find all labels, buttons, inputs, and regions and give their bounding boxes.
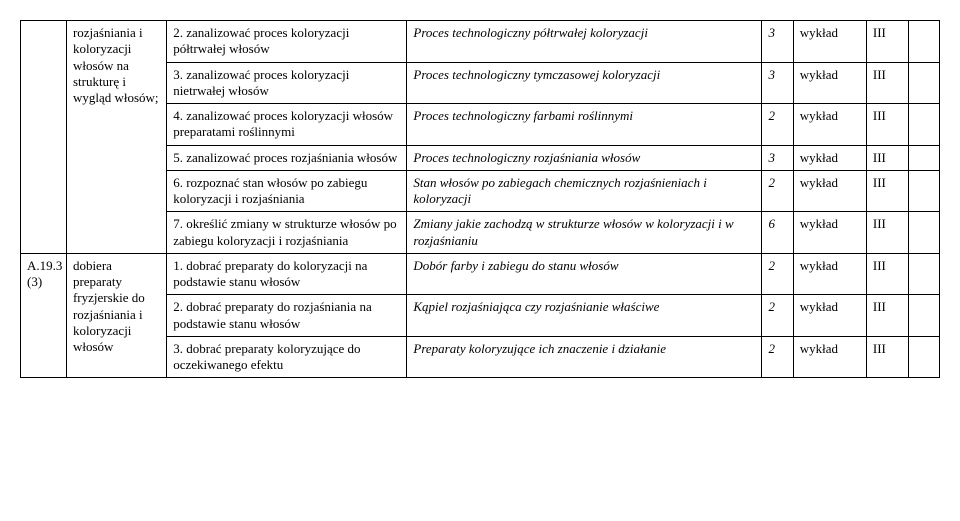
type-cell: wykład: [793, 253, 866, 295]
desc-cell: Proces technologiczny półtrwałej koloryz…: [407, 21, 762, 63]
task-cell: 7. określić zmiany w strukturze włosów p…: [167, 212, 407, 254]
desc-cell: Preparaty koloryzujące ich znaczenie i d…: [407, 336, 762, 378]
desc-cell: Stan włosów po zabiegach chemicznych roz…: [407, 170, 762, 212]
code-cell: [21, 21, 67, 254]
level-cell: III: [866, 21, 908, 63]
extra-cell: [908, 253, 939, 295]
task-cell: 5. zanalizować proces rozjaśniania włosó…: [167, 145, 407, 170]
num-cell: 3: [762, 21, 793, 63]
level-cell: III: [866, 62, 908, 104]
desc-cell: Proces technologiczny rozjaśniania włosó…: [407, 145, 762, 170]
table-row: A.19.3 (3) dobiera preparaty fryzjerskie…: [21, 253, 940, 295]
type-cell: wykład: [793, 212, 866, 254]
task-cell: 4. zanalizować proces koloryzacji włosów…: [167, 104, 407, 146]
task-cell: 2. dobrać preparaty do rozjaśniania na p…: [167, 295, 407, 337]
extra-cell: [908, 295, 939, 337]
num-cell: 2: [762, 104, 793, 146]
desc-cell: Zmiany jakie zachodzą w strukturze włosó…: [407, 212, 762, 254]
type-cell: wykład: [793, 336, 866, 378]
table-row: rozjaśniania i koloryzacji włosów na str…: [21, 21, 940, 63]
extra-cell: [908, 62, 939, 104]
curriculum-table: rozjaśniania i koloryzacji włosów na str…: [20, 20, 940, 378]
level-cell: III: [866, 104, 908, 146]
level-cell: III: [866, 295, 908, 337]
extra-cell: [908, 336, 939, 378]
level-cell: III: [866, 170, 908, 212]
level-cell: III: [866, 212, 908, 254]
extra-cell: [908, 170, 939, 212]
task-cell: 3. dobrać preparaty koloryzujące do ocze…: [167, 336, 407, 378]
level-cell: III: [866, 336, 908, 378]
desc-cell: Proces technologiczny farbami roślinnymi: [407, 104, 762, 146]
task-cell: 2. zanalizować proces koloryzacji półtrw…: [167, 21, 407, 63]
task-cell: 1. dobrać preparaty do koloryzacji na po…: [167, 253, 407, 295]
level-cell: III: [866, 145, 908, 170]
type-cell: wykład: [793, 62, 866, 104]
extra-cell: [908, 21, 939, 63]
topic-cell: dobiera preparaty fryzjerskie do rozjaśn…: [66, 253, 166, 378]
type-cell: wykład: [793, 295, 866, 337]
type-cell: wykład: [793, 170, 866, 212]
type-cell: wykład: [793, 21, 866, 63]
type-cell: wykład: [793, 145, 866, 170]
topic-cell: rozjaśniania i koloryzacji włosów na str…: [66, 21, 166, 254]
num-cell: 2: [762, 295, 793, 337]
level-cell: III: [866, 253, 908, 295]
code-cell: A.19.3 (3): [21, 253, 67, 378]
desc-cell: Proces technologiczny tymczasowej kolory…: [407, 62, 762, 104]
task-cell: 3. zanalizować proces koloryzacji nietrw…: [167, 62, 407, 104]
num-cell: 3: [762, 62, 793, 104]
num-cell: 6: [762, 212, 793, 254]
num-cell: 3: [762, 145, 793, 170]
desc-cell: Kąpiel rozjaśniająca czy rozjaśnianie wł…: [407, 295, 762, 337]
desc-cell: Dobór farby i zabiegu do stanu włosów: [407, 253, 762, 295]
extra-cell: [908, 145, 939, 170]
type-cell: wykład: [793, 104, 866, 146]
num-cell: 2: [762, 170, 793, 212]
task-cell: 6. rozpoznać stan włosów po zabiegu kolo…: [167, 170, 407, 212]
num-cell: 2: [762, 336, 793, 378]
extra-cell: [908, 104, 939, 146]
num-cell: 2: [762, 253, 793, 295]
extra-cell: [908, 212, 939, 254]
